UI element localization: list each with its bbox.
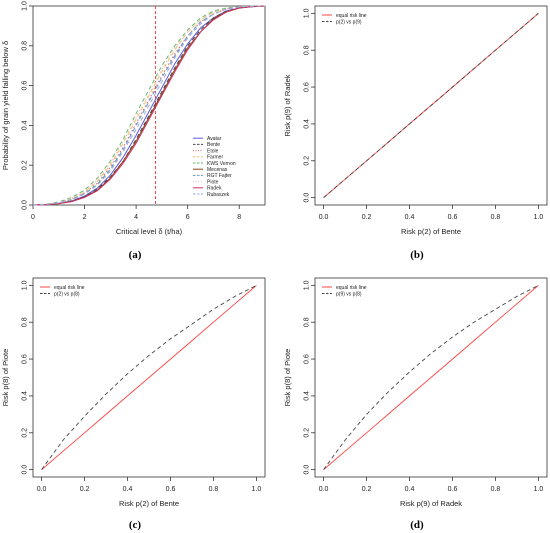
y-tick-label: 0.2 bbox=[304, 428, 311, 438]
y-tick-label: 0.0 bbox=[22, 200, 29, 210]
plot-frame bbox=[32, 277, 266, 478]
legend-label: equal risk line bbox=[54, 285, 85, 291]
x-tick-label: 0.6 bbox=[448, 486, 458, 493]
x-tick-label: 8 bbox=[237, 214, 241, 221]
y-tick-label: 0.2 bbox=[22, 160, 29, 170]
x-tick-label: 0.0 bbox=[319, 486, 329, 493]
y-tick-label: 0.4 bbox=[22, 391, 29, 401]
y-tick-label: 0.8 bbox=[304, 317, 311, 327]
y-tick-label: 0.6 bbox=[22, 81, 29, 91]
panel-c: 0.0 0.2 0.4 0.6 0.8 1.0 0.0 0.2 0.4 0.6 0.8 1.0 Risk… bbox=[1, 277, 266, 531]
x-tick-label: 0.4 bbox=[405, 214, 415, 221]
y-tick-label: 0.8 bbox=[22, 41, 29, 51]
y-tick-label: 0.6 bbox=[304, 354, 311, 364]
x-tick-label: 0.0 bbox=[37, 486, 47, 493]
panel-d: 0.0 0.2 0.4 0.6 0.8 1.0 0.0 0.2 0.4 0.6 0.8 1.0 Risk… bbox=[283, 277, 548, 531]
y-tick-label: 1.0 bbox=[304, 8, 311, 18]
x-tick-label: 4 bbox=[134, 214, 138, 221]
legend-label: Etole bbox=[207, 148, 219, 154]
x-tick-label: 0.8 bbox=[209, 486, 219, 493]
x-tick-label: 0.6 bbox=[448, 214, 458, 221]
y-axis-label: Risk p(8) of Piote bbox=[283, 349, 292, 407]
y-tick-label: 0.6 bbox=[22, 354, 29, 364]
series-line-p-2-vs-p-8- bbox=[41, 284, 257, 470]
legend-label: Farmer bbox=[207, 155, 223, 161]
plot-frame bbox=[32, 5, 266, 206]
x-tick-label: 0.2 bbox=[362, 214, 372, 221]
y-tick-label: 0.2 bbox=[22, 428, 29, 438]
legend-label: p(9) vs p(8) bbox=[336, 291, 362, 297]
y-tick-label: 0.4 bbox=[304, 119, 311, 129]
x-tick-label: 1.0 bbox=[534, 214, 544, 221]
y-tick-label: 0.8 bbox=[304, 45, 311, 55]
plot-frame bbox=[314, 277, 548, 478]
x-tick-label: 6 bbox=[186, 214, 190, 221]
y-tick-label: 0.0 bbox=[22, 465, 29, 475]
legend-label: Piote bbox=[207, 179, 219, 185]
y-tick-label: 0.0 bbox=[304, 193, 311, 203]
x-tick-label: 0.0 bbox=[319, 214, 329, 221]
panel-caption: (d) bbox=[410, 519, 424, 531]
x-tick-label: 0.2 bbox=[80, 486, 90, 493]
y-axis-label: Risk p(9) of Radek bbox=[283, 74, 292, 136]
legend-label: RGT Fajter bbox=[207, 173, 232, 179]
legend-label: equal risk line bbox=[336, 285, 367, 291]
x-axis-label: Critical level δ (t/ha) bbox=[116, 227, 183, 236]
y-tick-label: 0.6 bbox=[304, 82, 311, 92]
legend-label: p(2) vs p(8) bbox=[54, 291, 80, 297]
plot-frame bbox=[314, 5, 548, 206]
series-line-farmer bbox=[32, 5, 266, 206]
y-tick-label: 0.2 bbox=[304, 156, 311, 166]
x-tick-label: 0.4 bbox=[405, 486, 415, 493]
panel-caption: (a) bbox=[129, 249, 142, 261]
x-axis-label: Risk p(2) of Bente bbox=[401, 227, 461, 236]
series-line-piote bbox=[32, 5, 266, 206]
y-tick-label: 0.4 bbox=[304, 391, 311, 401]
series-line-equal-risk-line bbox=[41, 285, 257, 470]
x-tick-label: 0.4 bbox=[123, 486, 133, 493]
legend-label: Bente bbox=[207, 142, 220, 148]
legend-label: Radek bbox=[207, 186, 222, 192]
y-tick-label: 1.0 bbox=[22, 280, 29, 290]
legend-label: Mecenas bbox=[207, 167, 228, 173]
x-tick-label: 0.8 bbox=[491, 214, 501, 221]
x-tick-label: 1.0 bbox=[252, 486, 262, 493]
x-tick-label: 0 bbox=[31, 214, 35, 221]
series-line-radek bbox=[32, 5, 266, 206]
panel-caption: (c) bbox=[129, 519, 142, 531]
y-tick-label: 1.0 bbox=[304, 280, 311, 290]
y-tick-label: 1.0 bbox=[22, 1, 29, 11]
y-axis-label: Risk p(8) of Piote bbox=[1, 349, 10, 407]
legend-label: equal risk line bbox=[336, 13, 367, 19]
panel-b: 0.0 0.2 0.4 0.6 0.8 1.0 0.0 0.2 0.4 0.6 0.8 1.0 Risk… bbox=[283, 5, 548, 261]
series-line-etole bbox=[32, 5, 266, 206]
x-tick-label: 0.6 bbox=[166, 486, 176, 493]
series-line-p-9-vs-p-8- bbox=[323, 284, 539, 470]
x-tick-label: 2 bbox=[83, 214, 87, 221]
series-line-rubaszek bbox=[32, 5, 266, 206]
y-axis-label: Probability of grain yield falling below… bbox=[1, 41, 10, 170]
x-axis-label: Risk p(9) of Radek bbox=[400, 499, 462, 508]
x-axis-label: Risk p(2) of Bente bbox=[119, 499, 179, 508]
series-line-p-2-vs-p-9- bbox=[323, 13, 539, 198]
x-tick-label: 0.2 bbox=[362, 486, 372, 493]
panel-caption: (b) bbox=[410, 249, 424, 261]
legend-label: Avatar bbox=[207, 136, 222, 142]
y-tick-label: 0.4 bbox=[22, 120, 29, 130]
x-tick-label: 1.0 bbox=[534, 486, 544, 493]
legend-label: KWS Vernon bbox=[207, 161, 236, 167]
legend-label: p(2) vs p(9) bbox=[336, 19, 362, 25]
y-tick-label: 0.8 bbox=[22, 317, 29, 327]
panel-a: 0 2 4 6 8 0.0 0.2 0.4 0.6 0.8 1.0 Critical level δ … bbox=[1, 1, 266, 261]
y-tick-label: 0.0 bbox=[304, 465, 311, 475]
series-line-equal-risk-line bbox=[323, 285, 539, 470]
legend-label: Rubaszek bbox=[207, 192, 230, 198]
x-tick-label: 0.8 bbox=[491, 486, 501, 493]
